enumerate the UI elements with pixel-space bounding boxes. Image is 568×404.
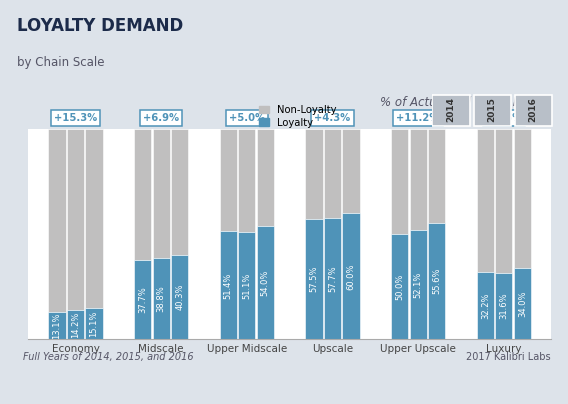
Bar — [48, 129, 65, 312]
Text: +4.3%: +4.3% — [314, 113, 350, 123]
Bar — [171, 255, 188, 339]
Text: 57.5%: 57.5% — [310, 266, 319, 292]
Text: 13.1%: 13.1% — [52, 312, 61, 339]
Bar — [85, 129, 103, 307]
Text: 55.6%: 55.6% — [432, 268, 441, 294]
Text: +15.3%: +15.3% — [54, 113, 97, 123]
Bar — [153, 129, 170, 258]
Bar — [67, 309, 84, 339]
Bar — [495, 129, 512, 273]
Text: 51.1%: 51.1% — [243, 272, 252, 299]
Bar — [514, 129, 531, 268]
Polygon shape — [227, 39, 568, 107]
Bar — [428, 223, 445, 339]
Text: % of Actualized Room Nights: % of Actualized Room Nights — [381, 96, 551, 109]
Text: 15.1%: 15.1% — [90, 310, 98, 337]
Text: 2014: 2014 — [446, 97, 456, 122]
Bar — [428, 129, 445, 223]
Text: +6.9%: +6.9% — [143, 113, 179, 123]
Bar — [324, 218, 341, 339]
Bar — [67, 129, 84, 309]
Bar — [257, 226, 274, 339]
Bar — [220, 129, 237, 231]
Bar — [410, 129, 427, 230]
Bar — [306, 219, 323, 339]
Bar — [306, 129, 323, 219]
Text: by Chain Scale: by Chain Scale — [17, 56, 105, 69]
Bar — [410, 230, 427, 339]
Text: 57.7%: 57.7% — [328, 265, 337, 292]
Bar — [257, 129, 274, 226]
FancyBboxPatch shape — [515, 95, 552, 126]
Text: 34.0%: 34.0% — [518, 290, 527, 317]
Bar — [134, 260, 151, 339]
Text: 2017 Kalibri Labs: 2017 Kalibri Labs — [466, 352, 551, 362]
Bar — [85, 307, 103, 339]
Text: 52.1%: 52.1% — [414, 271, 423, 298]
Text: 32.2%: 32.2% — [481, 292, 490, 319]
Bar — [134, 129, 151, 260]
Bar — [343, 129, 360, 213]
Bar — [153, 258, 170, 339]
Text: Full Years of 2014, 2015, and 2016: Full Years of 2014, 2015, and 2016 — [23, 352, 193, 362]
Bar — [495, 273, 512, 339]
FancyBboxPatch shape — [474, 95, 511, 126]
Bar — [477, 129, 494, 272]
Bar — [239, 232, 256, 339]
Bar — [343, 213, 360, 339]
Text: 37.7%: 37.7% — [138, 286, 147, 313]
Text: 54.0%: 54.0% — [261, 269, 270, 296]
Text: 40.3%: 40.3% — [175, 284, 184, 310]
Text: 50.0%: 50.0% — [395, 274, 404, 300]
Text: 31.6%: 31.6% — [499, 293, 508, 320]
Text: 38.8%: 38.8% — [157, 285, 166, 312]
Text: +5.0%: +5.0% — [229, 113, 265, 123]
Bar — [477, 272, 494, 339]
Bar — [391, 234, 408, 339]
Text: +5.6%: +5.6% — [486, 113, 522, 123]
Bar — [239, 129, 256, 232]
Text: 2016: 2016 — [529, 97, 537, 122]
Bar — [220, 231, 237, 339]
Legend: Non-Loyalty, Loyalty: Non-Loyalty, Loyalty — [255, 101, 340, 132]
Text: LOYALTY DEMAND: LOYALTY DEMAND — [17, 17, 183, 36]
Text: 2015: 2015 — [487, 97, 496, 122]
Text: 51.4%: 51.4% — [224, 272, 233, 299]
Bar — [171, 129, 188, 255]
FancyBboxPatch shape — [432, 95, 470, 126]
Bar — [48, 312, 65, 339]
Bar — [391, 129, 408, 234]
Text: 14.2%: 14.2% — [71, 311, 80, 338]
Bar — [514, 268, 531, 339]
Bar — [324, 129, 341, 218]
Text: 60.0%: 60.0% — [346, 263, 356, 290]
Text: +11.2%: +11.2% — [396, 113, 440, 123]
